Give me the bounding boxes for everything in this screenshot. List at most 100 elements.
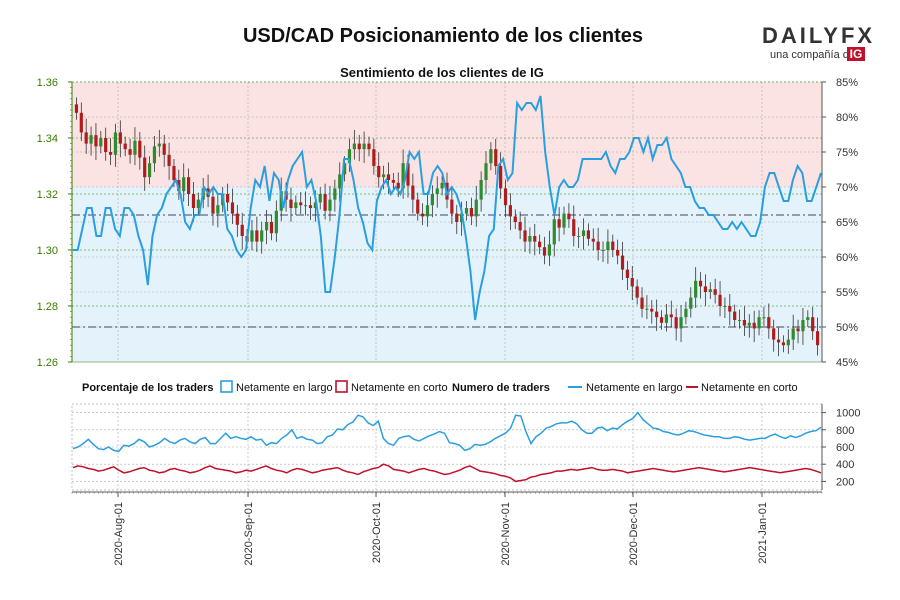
candle-body [518,222,522,231]
net-long-zone [72,187,822,362]
candle-body [186,177,191,194]
candle-body [333,188,337,200]
candle-body [128,149,132,155]
price-grid [72,81,822,363]
page-title: USD/CAD Posicionamiento de los clientes [243,25,643,47]
candle-body [650,308,654,312]
candle-body [747,322,751,326]
candle-body [679,317,683,329]
date-axis: 2020-Aug-01 2020-Sep-01 2020-Oct-01 2020-No… [71,491,823,566]
candle-body [538,241,542,248]
candle-body [343,163,347,175]
price-tick-label: 1.30 [37,245,58,257]
candle-body [811,317,815,332]
candle-body [250,230,254,242]
candle-body [260,230,264,242]
candle-body [338,174,342,189]
candle-body [79,112,83,133]
price-tick-label: 1.26 [37,357,58,369]
candle-body [133,140,137,155]
candle-body [157,143,161,147]
candle-body [372,149,376,166]
candle-body [591,238,595,242]
candle-body [601,250,605,251]
candle-body [167,154,171,166]
legend-num-heading: Numero de traders [452,382,550,394]
candle-body [377,166,381,178]
candle-body [313,202,317,208]
candle-body [742,320,747,326]
count-tick-label: 600 [836,442,854,454]
candle-body [113,132,118,155]
net-short-zone [72,82,822,187]
candle-body [728,306,732,312]
candle-body [308,205,313,208]
count-tick-label: 400 [836,459,854,471]
candle-body [674,317,678,329]
candle-body [230,202,235,214]
candle-body [718,294,722,306]
candle-body [386,174,391,180]
candle-body [147,163,152,178]
candle-body [596,241,600,250]
candle-body [557,219,561,228]
candle-body [89,135,93,144]
candle-body [484,163,488,180]
count-tick-label: 1000 [836,408,860,420]
candle-body [352,143,356,150]
price-tick-label: 1.34 [37,133,58,145]
count-axes: 200 400 600 800 1000 [821,404,860,490]
price-tick-label: 1.32 [37,189,58,201]
candle-body [581,230,586,236]
price-tick-label: 1.28 [37,301,58,313]
pct-tick-label: 50% [836,322,858,334]
dailyfx-logo: DAILYFX una compañía de IG [762,23,875,61]
candle-body [586,230,590,239]
candle-body [684,308,688,318]
candle-body [264,222,269,231]
pct-tick-label: 85% [836,77,858,89]
date-tick-label: 2021-Jan-01 [757,502,769,564]
candle-body [323,194,327,211]
candle-body [435,188,439,194]
logo-text: DAILYFX [762,23,875,48]
candle-body [425,205,430,217]
candle-body [781,342,786,346]
candle-body [108,152,113,155]
candle-body [528,236,532,242]
candle-body [733,311,737,320]
candle-body [74,104,79,113]
candle-body [606,241,610,250]
num-short-line [72,463,822,483]
candle-body [659,317,664,323]
candle-body [162,143,166,155]
candle-body [362,143,366,150]
candle-body [411,185,415,200]
date-tick-label: 2020-Oct-01 [371,502,383,563]
candle-body [791,328,795,340]
candle-body [191,194,196,208]
price-tick-label: 1.36 [37,77,58,89]
candle-body [177,180,181,192]
candle-body [572,219,576,236]
legend-pct-long-swatch [220,380,233,393]
price-axes: 1.26 1.28 1.30 1.32 1.34 1.36 45% 50% 55% 60% 65% 7… [37,77,859,369]
candle-body [382,174,386,178]
candle-body [118,132,122,144]
candle-body [367,143,371,150]
candle-body [328,199,332,211]
candle-body [547,244,551,256]
candle-body [567,213,571,220]
candle-body [318,194,322,203]
candle-body [503,188,508,206]
candle-body [767,317,771,329]
candle-body [508,205,512,217]
pct-tick-label: 75% [836,147,858,159]
candle-body [123,143,127,150]
legend-num-long: Netamente en largo [586,382,683,394]
legend: Porcentaje de los traders Netamente en l… [82,380,798,394]
candle-body [786,339,790,346]
count-tick-label: 200 [836,476,854,488]
candle-body [703,286,708,292]
candle-body [211,196,215,214]
